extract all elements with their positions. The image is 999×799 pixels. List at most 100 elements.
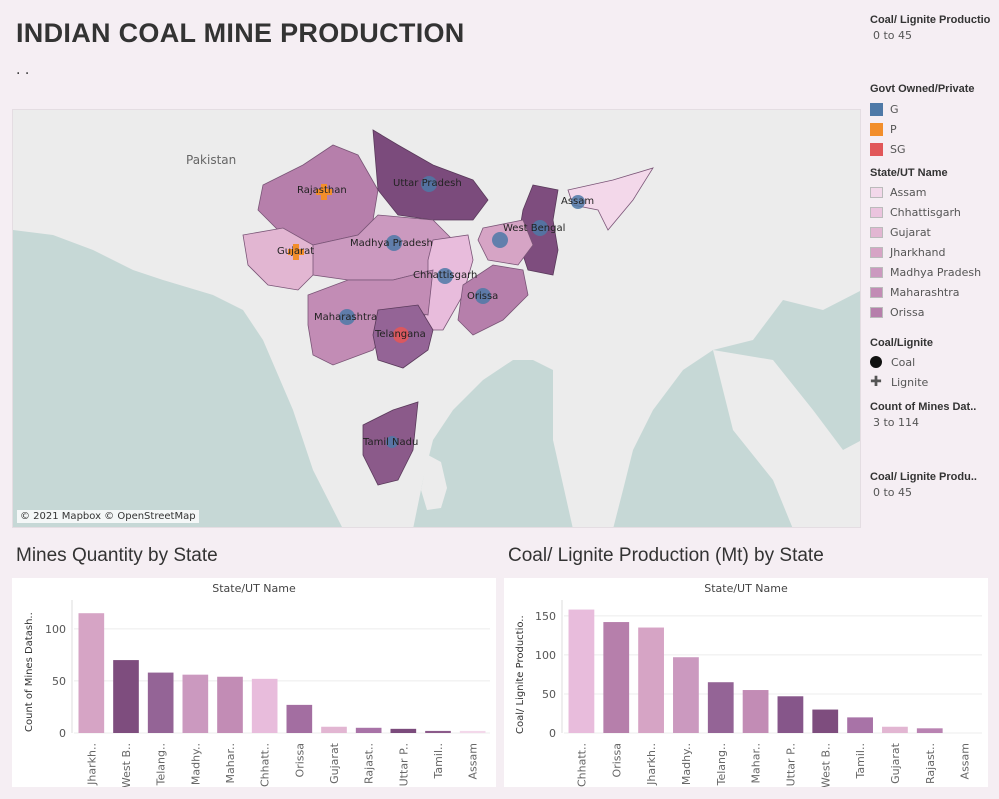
x-tick-label[interactable]: Tamil..: [432, 743, 445, 779]
bar[interactable]: [113, 660, 139, 733]
x-tick-label[interactable]: Rajast..: [363, 743, 376, 784]
x-tick-label[interactable]: Assam: [959, 743, 972, 779]
bar[interactable]: [568, 609, 595, 733]
x-tick-label[interactable]: Madhy..: [680, 743, 693, 785]
x-tick-label[interactable]: Orissa: [610, 743, 623, 777]
x-tick-label[interactable]: Gujarat: [328, 742, 341, 784]
swatch: [870, 142, 883, 156]
x-tick-label[interactable]: Telang..: [155, 743, 168, 786]
swatch: [870, 226, 883, 238]
x-tick-label[interactable]: Madhy..: [189, 743, 202, 785]
legend-count: Count of Mines Dat.. 3 to 114: [870, 401, 990, 429]
bar[interactable]: [742, 690, 769, 733]
legend-item-sg[interactable]: SG: [870, 139, 990, 159]
mines-chart-title: Mines Quantity by State: [16, 545, 218, 566]
legend-item-lignite[interactable]: ✚ Lignite: [870, 372, 990, 392]
legend-item-maharashtra[interactable]: Maharashtra: [870, 282, 990, 302]
map-label-state: West Bengal: [503, 223, 566, 234]
chart-column-header: State/UT Name: [212, 582, 296, 595]
state-gujarat: [242, 227, 319, 291]
swatch: [870, 266, 883, 278]
mines-chart-panel: State/UT Name Count of Mines Datash.. 0 5…: [12, 578, 496, 788]
legend-range: 3 to 114: [873, 416, 920, 429]
bar[interactable]: [355, 727, 382, 733]
x-tick-label[interactable]: West B..: [819, 743, 832, 788]
legend-state[interactable]: State/UT Name Assam Chhattisgarh Gujarat…: [870, 167, 990, 325]
x-tick-label[interactable]: Uttar P..: [784, 743, 797, 786]
mine-marker-assam: [571, 195, 585, 209]
bar[interactable]: [707, 682, 734, 733]
bar[interactable]: [638, 627, 664, 733]
map-credit[interactable]: © 2021 Mapbox © OpenStreetMap: [17, 510, 199, 523]
x-tick-label[interactable]: Telang..: [715, 743, 728, 786]
y-tick-label: 100: [45, 623, 66, 636]
bar[interactable]: [777, 696, 804, 733]
x-tick-label[interactable]: Gujarat: [889, 742, 902, 784]
bar[interactable]: [182, 674, 209, 733]
dashboard-subtitle: . .: [16, 62, 30, 78]
map-canvas[interactable]: [13, 110, 861, 528]
map-label-pakistan: Pakistan: [186, 153, 237, 167]
bar[interactable]: [459, 730, 486, 733]
legend-item-orissa[interactable]: Orissa: [870, 302, 990, 322]
bar[interactable]: [847, 717, 873, 733]
legend-label: G: [890, 102, 899, 116]
bar[interactable]: [425, 730, 451, 733]
legend-label: SG: [890, 142, 906, 156]
map-label-state: Uttar Pradesh: [393, 178, 462, 189]
legend-item-assam[interactable]: Assam: [870, 182, 990, 202]
x-tick-label[interactable]: Chhatt..: [575, 743, 588, 787]
x-tick-label[interactable]: Orissa: [293, 743, 306, 777]
legend-item-gujarat[interactable]: Gujarat: [870, 222, 990, 242]
y-tick-label: 100: [535, 649, 556, 662]
legend-range: 0 to 45: [873, 486, 913, 499]
legend-item-g[interactable]: G: [870, 99, 990, 119]
mines-bar-chart[interactable]: 0 50 100 Jharkh.. West B.. Telang.. Madhy.. Mah…: [12, 578, 496, 788]
state-uttar-pradesh: [372, 129, 489, 221]
mine-marker-madhya-pradesh: [386, 235, 402, 251]
dashboard-title: INDIAN COAL MINE PRODUCTION: [16, 18, 465, 48]
x-tick-label[interactable]: West B..: [120, 743, 133, 788]
x-tick-label[interactable]: Jharkh..: [645, 743, 658, 786]
production-bar-chart[interactable]: 0 50 100 150 Chhatt.. Orissa Jharkh.. Madhy.. Te…: [504, 578, 988, 788]
bar[interactable]: [251, 678, 278, 733]
bar[interactable]: [916, 728, 943, 733]
bar[interactable]: [286, 704, 313, 733]
india-map[interactable]: Pakistan Rajasthan Uttar Pradesh Gujarat…: [12, 109, 861, 528]
mine-marker-west-bengal: [532, 220, 548, 236]
bar[interactable]: [321, 726, 347, 733]
bar[interactable]: [390, 728, 417, 733]
swatch: [870, 186, 883, 198]
x-tick-label[interactable]: Tamil..: [854, 743, 867, 779]
legend-item-p[interactable]: P: [870, 119, 990, 139]
map-label-state: Orissa: [467, 291, 499, 302]
bar[interactable]: [603, 622, 630, 733]
legend-item-chhattisgarh[interactable]: Chhattisgarh: [870, 202, 990, 222]
bar[interactable]: [78, 613, 105, 733]
land-southeast: [713, 350, 860, 527]
bar[interactable]: [673, 657, 699, 733]
map-label-state: Rajasthan: [297, 185, 347, 196]
x-tick-label[interactable]: Assam: [467, 743, 480, 779]
x-tick-label[interactable]: Mahar..: [224, 743, 237, 783]
swatch: [870, 122, 883, 136]
map-label-state: Assam: [561, 196, 595, 207]
legend-label: Chhattisgarh: [890, 205, 961, 219]
bar[interactable]: [147, 672, 174, 733]
swatch: [870, 306, 883, 318]
bar[interactable]: [882, 726, 908, 733]
x-tick-label[interactable]: Uttar P..: [397, 743, 410, 786]
x-tick-label[interactable]: Chhatt..: [259, 743, 272, 787]
legend-item-jharkhand[interactable]: Jharkhand: [870, 242, 990, 262]
bar[interactable]: [217, 676, 243, 733]
mine-marker-uttar-pradesh: [421, 176, 437, 192]
legend-item-coal[interactable]: Coal: [870, 352, 990, 372]
x-tick-label[interactable]: Mahar..: [750, 743, 763, 783]
bar[interactable]: [812, 709, 839, 733]
legend-item-madhya-pradesh[interactable]: Madhya Pradesh: [870, 262, 990, 282]
map-label-state: Chhattisgarh: [413, 270, 478, 281]
y-tick-label: 50: [542, 688, 556, 701]
x-tick-label[interactable]: Jharkh..: [85, 743, 98, 786]
x-tick-label[interactable]: Rajast..: [924, 743, 937, 784]
mine-marker-chhattisgarh: [437, 268, 453, 284]
